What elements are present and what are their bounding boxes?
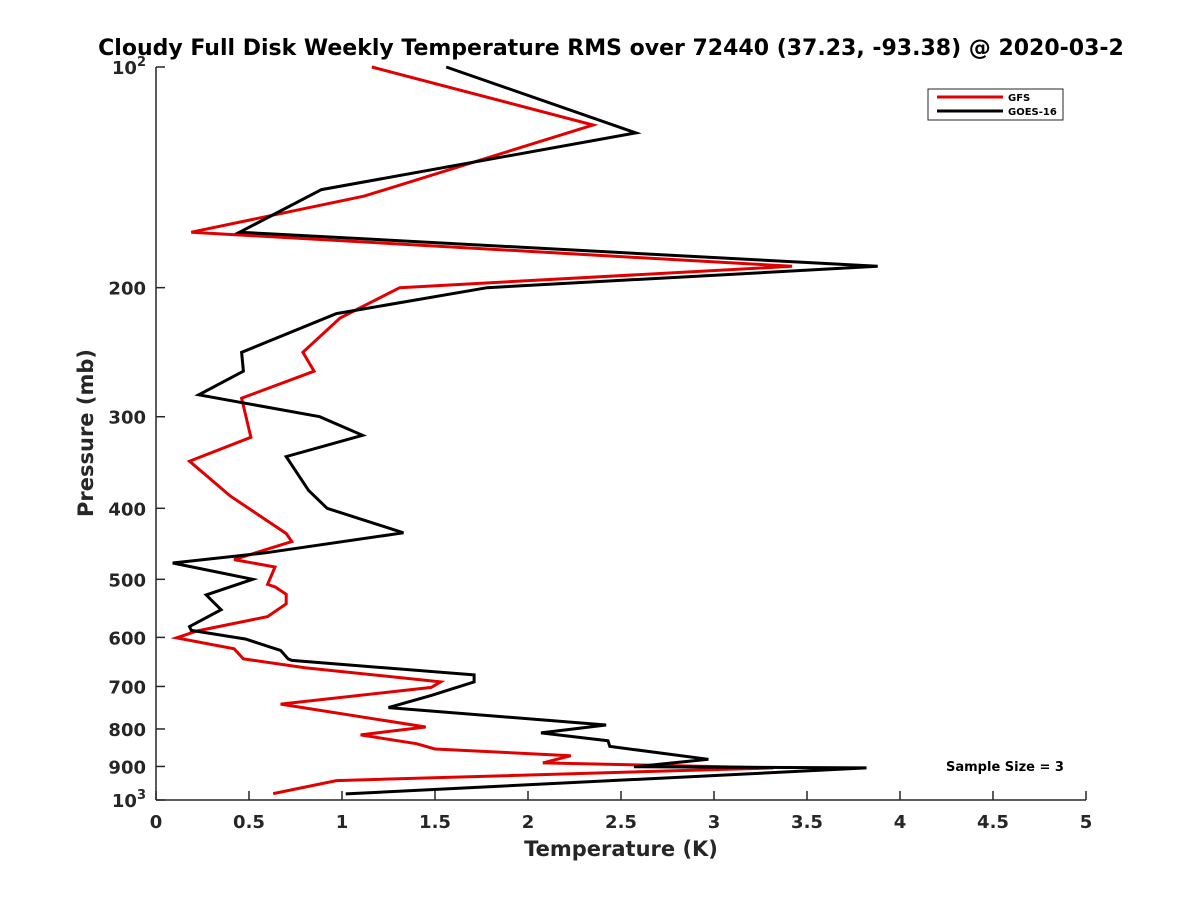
legend-box [927, 88, 1064, 121]
plot-area [155, 67, 1086, 801]
x-tick-label: 0.5 [233, 812, 265, 833]
y-tick-label: 400 [108, 499, 146, 520]
legend-label: GOES-16 [1008, 107, 1057, 118]
chart-title: Cloudy Full Disk Weekly Temperature RMS … [98, 36, 1124, 61]
y-tick-label: 500 [108, 570, 146, 591]
x-tick-label: 0 [150, 812, 163, 833]
y-axis-label: Pressure (mb) [74, 349, 98, 517]
y-tick-label: 300 [108, 408, 146, 429]
y-tick-label: 800 [108, 720, 146, 741]
x-tick-label: 1.5 [419, 812, 451, 833]
x-tick-label: 4 [894, 812, 907, 833]
x-tick-label: 5 [1080, 812, 1093, 833]
x-tick-label: 4.5 [977, 812, 1009, 833]
series-line-goes-16 [172, 65, 878, 796]
x-axis-ticks: 0 0.5 1 1.5 2 2.5 3 3.5 4 4.5 5 [150, 791, 1093, 833]
y-tick-label: 103 [112, 788, 146, 812]
y-axis-ticks: 200 300 400 500 600 700 800 900 102 103 [108, 55, 165, 812]
sample-size-annotation: Sample Size = 3 [946, 760, 1064, 775]
y-tick-label: 102 [112, 55, 146, 79]
legend-label: GFS [1008, 93, 1030, 104]
x-tick-label: 2.5 [605, 812, 637, 833]
y-tick-label: 600 [108, 628, 146, 649]
x-tick-label: 2 [522, 812, 535, 833]
x-tick-label: 1 [336, 812, 349, 833]
y-tick-label: 900 [108, 757, 146, 778]
series-lines [170, 65, 878, 796]
y-tick-label: 700 [108, 677, 146, 698]
y-tick-label: 200 [108, 279, 146, 300]
x-axis-label: Temperature (K) [524, 837, 718, 861]
x-tick-label: 3.5 [791, 812, 823, 833]
chart-legend: GFS GOES-16 [927, 88, 1064, 121]
x-tick-label: 3 [708, 812, 721, 833]
series-line-gfs [170, 65, 793, 796]
